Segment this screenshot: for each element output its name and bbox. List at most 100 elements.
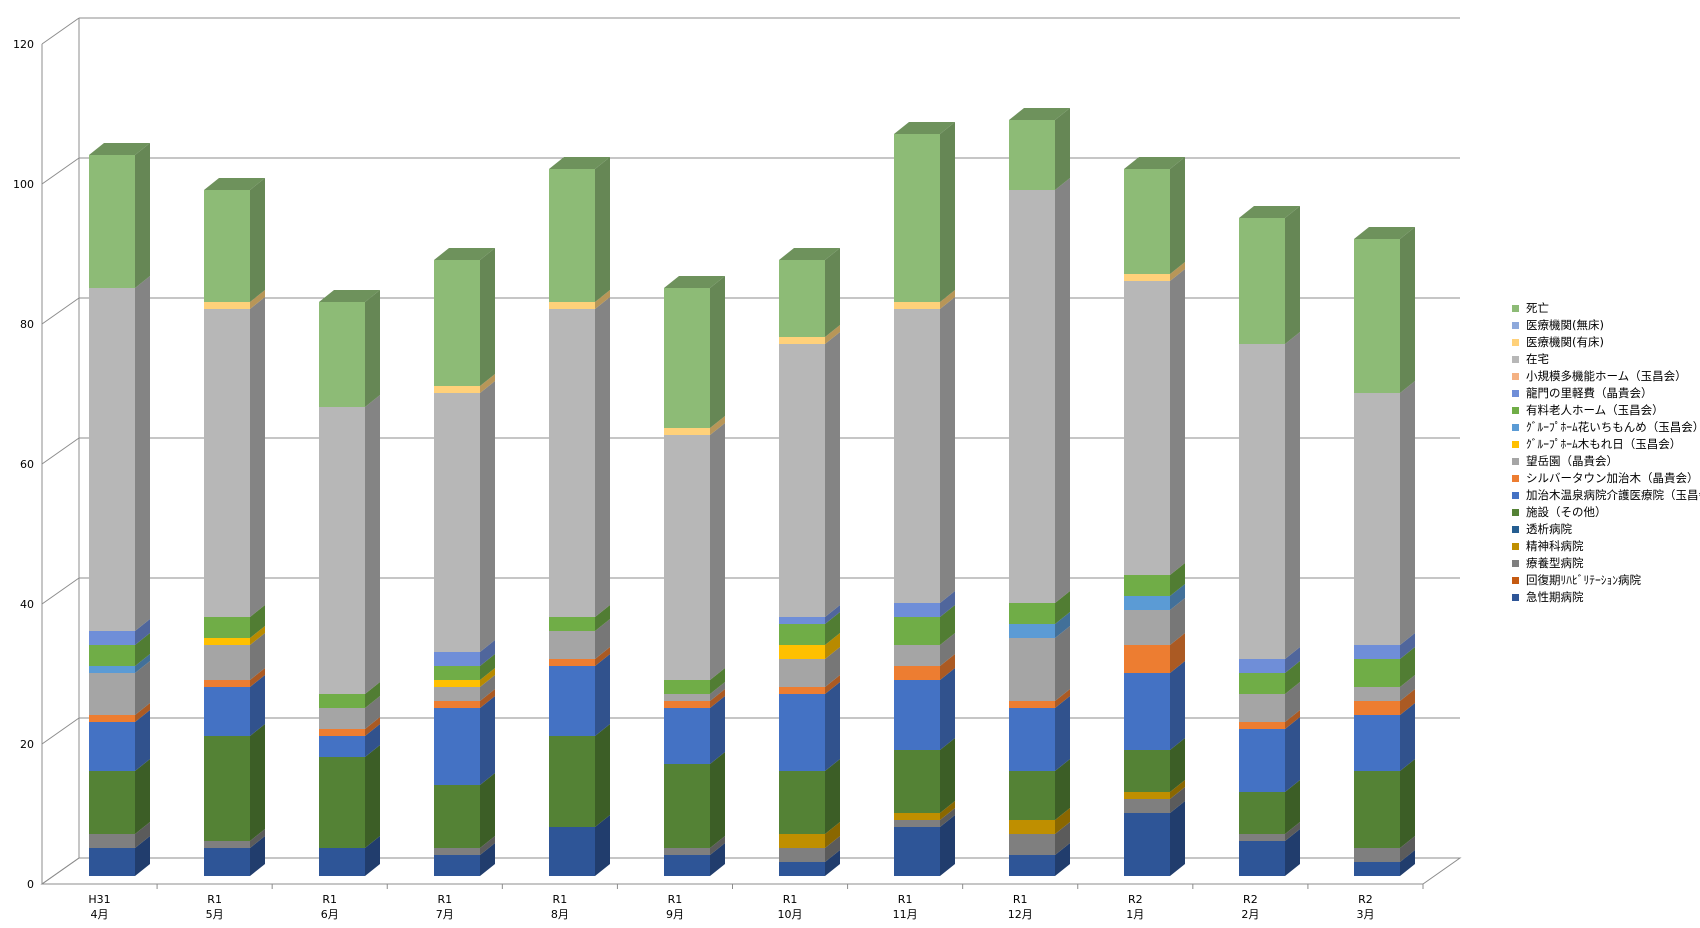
bar-segment	[1239, 841, 1285, 876]
bar-segment-side	[1055, 689, 1070, 708]
bar-segment	[894, 134, 940, 302]
bar-segment-side	[1055, 759, 1070, 820]
bar-segment-side	[940, 654, 955, 680]
bar-segment-side	[365, 836, 380, 876]
bar-segment-side	[595, 647, 610, 666]
bar-segment	[89, 645, 135, 666]
bar-segment	[89, 771, 135, 834]
bar-segment-side	[710, 836, 725, 855]
x-tick-label-month: 3月	[1356, 908, 1374, 921]
bar-segment	[434, 260, 480, 386]
bar-segment	[1239, 834, 1285, 841]
legend-label: 有料老人ホーム（玉昌会）	[1526, 403, 1664, 417]
legend-item: ｸﾞﾙｰﾌﾟﾎｰﾑ花いちもんめ（玉昌会）	[1512, 420, 1700, 434]
legend-label: シルバータウン加治木（晶貴会）	[1526, 471, 1699, 485]
bar-segment	[1354, 848, 1400, 862]
bar-segment	[319, 757, 365, 848]
bar-stack-11	[1354, 227, 1415, 876]
bar-segment	[1009, 190, 1055, 603]
bar-segment	[434, 701, 480, 708]
bar-segment	[204, 680, 250, 687]
bar-segment	[894, 309, 940, 603]
legend-item: 死亡	[1512, 301, 1549, 315]
bar-segment	[549, 827, 595, 876]
bar-segment-side	[1055, 822, 1070, 855]
legend-swatch	[1512, 356, 1519, 363]
bar-segment	[319, 302, 365, 407]
bar-segment-side	[1170, 563, 1185, 596]
legend-label: 医療機関(無床)	[1526, 318, 1604, 332]
bar-segment-side	[595, 290, 610, 309]
bar-segment	[1124, 813, 1170, 876]
bar-segment	[89, 715, 135, 722]
bar-segment	[894, 302, 940, 309]
bar-segment	[549, 659, 595, 666]
bar-segment	[664, 848, 710, 855]
gridline-left-20	[41, 717, 80, 745]
bar-segment	[1009, 603, 1055, 624]
gridlines	[41, 17, 1460, 885]
bar-segment	[204, 841, 250, 848]
bar-segment	[319, 729, 365, 736]
legend-item: 龍門の里軽費（晶貴会）	[1512, 386, 1653, 400]
bar-segment-side	[1400, 381, 1415, 645]
y-tick-label: 40	[20, 598, 34, 611]
bar-segment-side	[1055, 612, 1070, 638]
bar-segment	[549, 736, 595, 827]
bar-segment	[434, 386, 480, 393]
bar-segment-side	[1285, 717, 1300, 792]
x-axis: H31 4月 R1 5月 R1 6月 R1 7月 R1 8月 R1 9月 R1 10月 R1 11月 R1 12月…	[42, 883, 1424, 921]
bar-stack-6	[779, 248, 840, 876]
bar-segment	[89, 673, 135, 715]
bar-segment	[1124, 610, 1170, 645]
x-tick-label-year: R1	[553, 893, 568, 906]
bar-segment-side	[135, 822, 150, 848]
x-tick-label-month: 10月	[778, 908, 803, 921]
x-tick-label-year: R1	[437, 893, 452, 906]
bar-segment	[204, 848, 250, 876]
bar-segment	[204, 617, 250, 638]
bar-segment	[1124, 274, 1170, 281]
legend-swatch	[1512, 509, 1519, 516]
bar-segment	[894, 617, 940, 645]
bar-segment-side	[1170, 780, 1185, 799]
legend-label: 死亡	[1526, 301, 1549, 315]
bar-segment-side	[1055, 108, 1070, 190]
bar-segment-side	[940, 801, 955, 820]
legend-swatch	[1512, 407, 1519, 414]
bar-segment-side	[250, 675, 265, 736]
bar-segment	[319, 694, 365, 708]
legend-swatch	[1512, 390, 1519, 397]
bar-segment	[664, 764, 710, 848]
bar-segment-side	[595, 815, 610, 876]
bar-segment	[1354, 659, 1400, 687]
bar-segment	[204, 309, 250, 617]
x-tick-label-month: 12月	[1008, 908, 1033, 921]
bar-segment-side	[1055, 178, 1070, 603]
bar-segment	[434, 666, 480, 680]
bar-segment	[89, 155, 135, 288]
bar-segment-side	[135, 143, 150, 288]
bar-top-face	[319, 290, 380, 302]
legend-item: 小規模多機能ホーム（玉昌会）	[1512, 369, 1687, 383]
bar-segment-side	[710, 696, 725, 764]
bar-segment-side	[1055, 696, 1070, 771]
bar-segment	[1124, 281, 1170, 575]
bar-top-face	[779, 248, 840, 260]
bar-stack-1	[204, 178, 265, 876]
legend-label: ｸﾞﾙｰﾌﾟﾎｰﾑ花いちもんめ（玉昌会）	[1526, 420, 1700, 434]
bar-segment	[89, 722, 135, 771]
x-tick-label-month: 8月	[551, 908, 569, 921]
bar-segment-side	[940, 122, 955, 302]
bar-segment-side	[135, 703, 150, 722]
legend-label: 望岳園（晶貴会）	[1526, 454, 1618, 468]
legend-label: 在宅	[1526, 352, 1549, 366]
legend-item: シルバータウン加治木（晶貴会）	[1512, 471, 1699, 485]
bar-segment	[779, 687, 825, 694]
bar-top-face	[894, 122, 955, 134]
legend-swatch	[1512, 594, 1519, 601]
bar-segment-side	[940, 668, 955, 750]
y-tick-label: 100	[13, 178, 34, 191]
legend-label: 回復期ﾘﾊﾋﾞﾘﾃｰｼｮﾝ病院	[1526, 573, 1641, 587]
